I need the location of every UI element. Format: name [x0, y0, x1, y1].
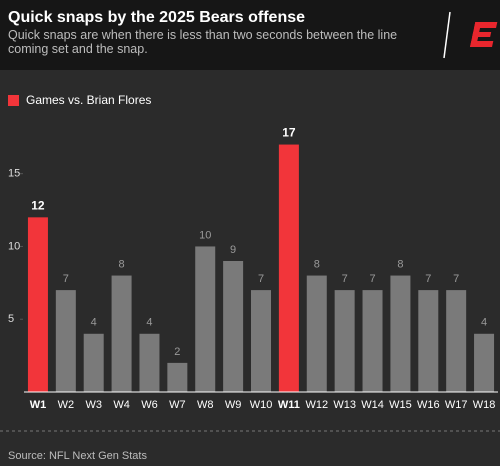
x-tick-label: W8	[197, 399, 214, 411]
bar	[306, 275, 327, 392]
value-label: 7	[369, 273, 375, 285]
bar	[27, 217, 48, 392]
value-label: 10	[199, 229, 211, 241]
x-tick-label: W9	[225, 399, 242, 411]
value-label: 8	[119, 258, 125, 270]
x-tick-label: W11	[278, 399, 300, 411]
value-label: 7	[342, 273, 348, 285]
x-tick-label: W1	[30, 399, 47, 411]
y-tick-label: 15	[8, 168, 20, 180]
value-label: 4	[146, 317, 152, 329]
bar	[474, 333, 495, 392]
x-tick-label: W13	[333, 399, 356, 411]
value-label: 9	[230, 244, 236, 256]
legend-swatch	[8, 95, 19, 106]
x-tick-label: W16	[417, 399, 440, 411]
value-label: 12	[31, 199, 45, 213]
x-tick-label: W18	[473, 399, 496, 411]
y-tick-label: 10	[8, 240, 20, 252]
x-tick-label: W15	[389, 399, 412, 411]
bar	[418, 290, 439, 392]
logo-divider	[443, 11, 451, 59]
bar	[167, 362, 188, 392]
bar	[390, 275, 411, 392]
value-label: 2	[174, 346, 180, 358]
bar	[278, 144, 299, 392]
bar	[334, 290, 355, 392]
source: Source: NFL Next Gen Stats	[8, 450, 147, 462]
bar	[446, 290, 467, 392]
value-label: 7	[425, 273, 431, 285]
value-label: 8	[397, 258, 403, 270]
legend-label: Games vs. Brian Flores	[26, 93, 151, 107]
bar	[55, 290, 76, 392]
value-label: 17	[282, 126, 296, 140]
x-tick-label: W4	[113, 399, 130, 411]
x-tick-label: W17	[445, 399, 468, 411]
x-tick-label: W7	[169, 399, 186, 411]
chart-title: Quick snaps by the 2025 Bears offense	[8, 9, 305, 26]
bar	[362, 290, 383, 392]
bar	[83, 333, 104, 392]
x-tick-label: W3	[85, 399, 102, 411]
bar	[111, 275, 132, 392]
header	[0, 0, 500, 70]
bar	[139, 333, 160, 392]
x-tick-label: W12	[305, 399, 328, 411]
x-tick-label: W10	[250, 399, 273, 411]
y-tick-label: 5	[8, 313, 14, 325]
subtitle-box: Quick snaps are when there is less than …	[8, 28, 398, 56]
x-tick-label: W2	[58, 399, 75, 411]
x-tick-label: W14	[361, 399, 384, 411]
bar	[251, 290, 271, 392]
value-label: 7	[453, 273, 459, 285]
logo	[470, 22, 498, 47]
value-label: 7	[63, 273, 69, 285]
value-label: 7	[258, 273, 264, 285]
value-label: 4	[91, 317, 97, 329]
bar	[195, 246, 216, 392]
chart-subtitle: Quick snaps are when there is less than …	[8, 28, 398, 56]
x-tick-label: W6	[141, 399, 158, 411]
bar	[223, 261, 244, 392]
value-label: 8	[314, 258, 320, 270]
value-label: 4	[481, 317, 487, 329]
